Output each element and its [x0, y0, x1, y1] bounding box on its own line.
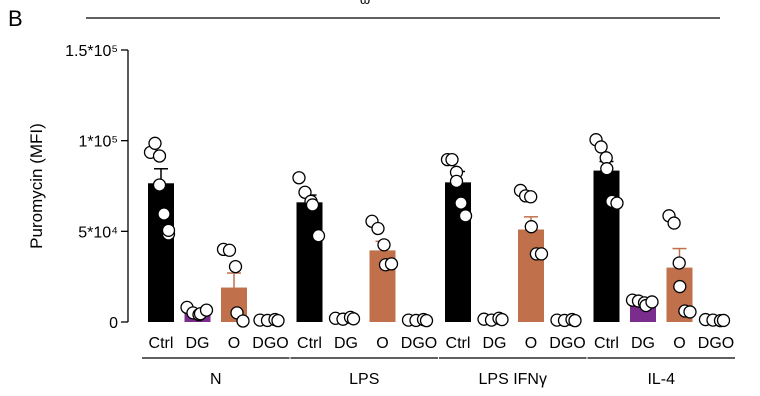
data-point — [157, 207, 171, 221]
x-tick-label: DGO — [252, 335, 288, 352]
y-tick-label: 5*10⁴ — [78, 224, 118, 241]
x-tick-label: DG — [186, 335, 210, 352]
data-point — [495, 312, 509, 327]
data-point — [148, 136, 162, 150]
data-point — [524, 190, 538, 204]
bar — [148, 183, 174, 322]
data-point — [716, 313, 731, 328]
data-point — [445, 152, 459, 167]
x-tick-label: DGO — [401, 335, 437, 352]
data-point — [228, 259, 243, 274]
data-point — [672, 256, 686, 270]
data-point — [311, 229, 326, 243]
x-tick-label: DG — [631, 335, 655, 352]
bar — [518, 229, 544, 322]
data-point — [673, 279, 687, 294]
data-point — [305, 198, 320, 212]
bar — [593, 170, 620, 322]
data-point — [534, 247, 549, 261]
x-tick-label: Ctrl — [149, 335, 174, 352]
x-tick-label: O — [525, 335, 537, 352]
data-point — [271, 313, 285, 328]
y-axis-label: Puromycin (MFI) — [27, 123, 46, 249]
y-tick-label: 0 — [109, 315, 118, 332]
data-point — [600, 162, 614, 176]
data-point — [683, 305, 697, 319]
data-point — [161, 223, 176, 237]
x-tick-label: O — [228, 335, 240, 352]
data-point — [568, 313, 582, 328]
data-point — [599, 151, 613, 165]
data-point — [346, 312, 361, 326]
data-point — [377, 238, 391, 252]
data-point — [454, 196, 468, 210]
header-fragment: ω — [360, 0, 370, 7]
data-point — [292, 171, 306, 185]
panel-label: B — [8, 6, 23, 31]
x-tick-label: DGO — [549, 335, 585, 352]
x-tick-label: DGO — [698, 335, 734, 352]
data-point — [458, 209, 473, 223]
group-label: IL-4 — [647, 371, 675, 388]
x-tick-label: O — [673, 335, 685, 352]
data-point — [449, 174, 464, 189]
data-point — [371, 221, 385, 236]
points-layer — [143, 133, 731, 328]
x-tick-label: Ctrl — [446, 335, 471, 352]
group-label: LPS — [349, 371, 379, 388]
y-tick-label: 1*10⁵ — [78, 134, 118, 151]
x-tick-label: Ctrl — [594, 335, 619, 352]
group-label: LPS IFNγ — [479, 371, 547, 388]
x-tick-label: DG — [334, 335, 358, 352]
x-tick-label: DG — [483, 335, 507, 352]
data-point — [610, 196, 624, 210]
data-point — [152, 178, 167, 192]
y-tick-label: 1.5*10⁵ — [65, 43, 118, 60]
x-tick-label: O — [376, 335, 388, 352]
data-point — [667, 216, 681, 230]
data-point — [236, 314, 250, 328]
bar — [296, 202, 323, 322]
data-point — [594, 140, 608, 154]
group-label: N — [210, 371, 222, 388]
data-point — [298, 185, 312, 199]
y-axis: 0 5*10⁴ 1*10⁵ 1.5*10⁵ — [65, 43, 129, 332]
data-point — [222, 243, 237, 257]
x-tick-label: Ctrl — [297, 335, 322, 352]
data-point — [152, 149, 167, 163]
data-point — [645, 295, 659, 309]
data-point — [384, 257, 399, 271]
data-point — [419, 313, 434, 328]
data-point — [199, 303, 214, 317]
data-point — [524, 220, 538, 234]
